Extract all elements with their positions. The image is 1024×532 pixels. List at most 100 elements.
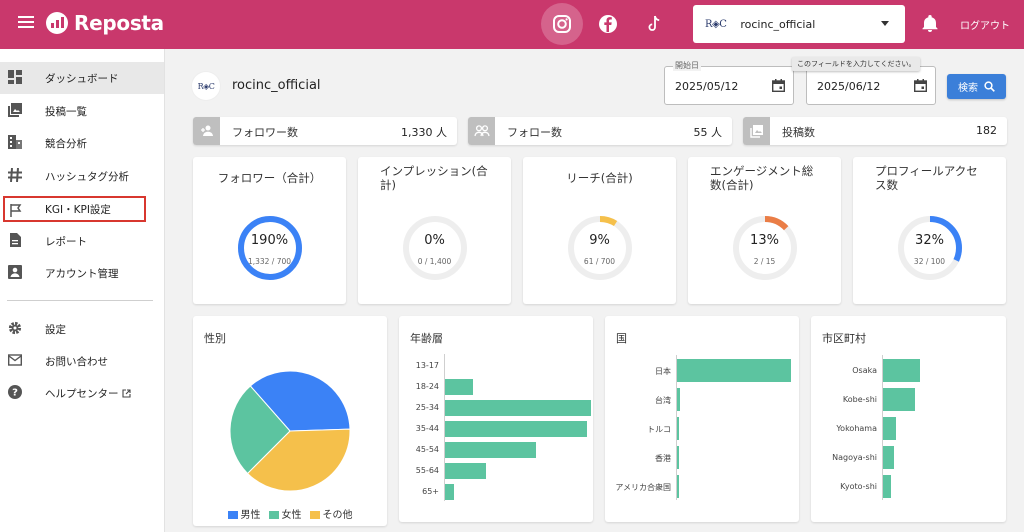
bar-35-44 bbox=[445, 421, 587, 437]
bar-category-label: 55-64 bbox=[415, 466, 439, 475]
followers-icon bbox=[193, 117, 220, 145]
bell-icon[interactable] bbox=[922, 15, 938, 33]
stat-label: フォロー数 bbox=[507, 126, 562, 139]
sidebar-item-kgi-kpi[interactable]: KGI・KPI設定 bbox=[3, 196, 146, 222]
calendar-icon[interactable] bbox=[772, 79, 785, 92]
bar-category-label: 35-44 bbox=[415, 424, 439, 433]
kpi-percent: 0% bbox=[424, 233, 445, 248]
calendar-icon[interactable] bbox=[914, 79, 927, 92]
kpi-ring-progress bbox=[733, 216, 797, 280]
account-select[interactable]: R◈C rocinc_official bbox=[693, 5, 905, 43]
help-icon: ? bbox=[8, 385, 22, 399]
sidebar-item-competitor[interactable]: 競合分析 bbox=[0, 127, 164, 159]
kpi-ratio: 1,332 / 700 bbox=[247, 257, 292, 266]
competitor-icon bbox=[8, 135, 22, 149]
kpi-percent: 13% bbox=[750, 233, 779, 248]
bar-category-label: アメリカ合衆国 bbox=[615, 482, 671, 492]
kpi-ring-progress bbox=[898, 216, 962, 280]
panel-title: 年齢層 bbox=[410, 332, 443, 345]
profile-logo: R◈C bbox=[197, 81, 215, 91]
stat-value: 55 人 bbox=[693, 126, 723, 139]
end-date-field[interactable]: 2025/06/12 bbox=[806, 66, 936, 105]
profile-name: rocinc_official bbox=[232, 78, 321, 93]
legend-label: 男性 bbox=[240, 510, 261, 521]
stat-following: フォロー数 55 人 bbox=[468, 117, 732, 145]
sidebar-item-label: ダッシュボード bbox=[45, 72, 119, 85]
kpi-progress-ring bbox=[403, 216, 467, 280]
bar-category-label: 18-24 bbox=[415, 382, 439, 391]
search-button[interactable]: 検索 bbox=[947, 74, 1006, 99]
bar-18-24 bbox=[445, 379, 473, 395]
sidebar-item-posts[interactable]: 投稿一覧 bbox=[0, 95, 164, 127]
gender-pie-chart bbox=[229, 370, 351, 492]
kpi-card-profile-access: プロフィールアクセス数 32% 32 / 100 bbox=[853, 157, 1006, 304]
bar-アメリカ合衆国 bbox=[677, 475, 679, 498]
stat-value: 1,330 人 bbox=[401, 126, 447, 139]
bar-category-label: Yokohama bbox=[836, 423, 877, 433]
logout-link[interactable]: ログアウト bbox=[960, 21, 1010, 32]
instagram-tab[interactable] bbox=[541, 3, 583, 45]
sidebar-item-help[interactable]: ? ヘルプセンター bbox=[0, 377, 164, 409]
tiktok-tab[interactable] bbox=[633, 3, 675, 45]
account-logo: R◈C bbox=[705, 18, 727, 30]
kpi-card-reach: リーチ(合計) 9% 61 / 700 bbox=[523, 157, 676, 304]
sidebar-item-label: 設定 bbox=[45, 323, 66, 336]
legend-label: その他 bbox=[322, 510, 353, 521]
kpi-ratio: 0 / 1,400 bbox=[417, 257, 452, 266]
instagram-icon bbox=[553, 15, 571, 33]
bar-category-label: トルコ bbox=[647, 424, 671, 434]
hamburger-menu-icon[interactable] bbox=[18, 16, 34, 30]
kpi-ratio: 61 / 700 bbox=[583, 257, 616, 266]
kpi-percent: 9% bbox=[589, 233, 610, 248]
kpi-card-impressions: インプレッション(合計) 0% 0 / 1,400 bbox=[358, 157, 511, 304]
start-date-field[interactable]: 開始日 2025/05/12 bbox=[664, 60, 794, 105]
sidebar-item-account[interactable]: アカウント管理 bbox=[0, 257, 164, 289]
sidebar-item-report[interactable]: レポート bbox=[0, 225, 164, 257]
sidebar-item-label: KGI・KPI設定 bbox=[45, 203, 111, 216]
gear-icon bbox=[8, 321, 22, 335]
city-panel: 市区町村 Osaka Kobe-shi Yokohama Nagoya-shi Kyot… bbox=[811, 316, 1006, 522]
sidebar-item-dashboard[interactable]: ダッシュボード bbox=[0, 62, 164, 94]
sidebar-item-hashtag[interactable]: ハッシュタグ分析 bbox=[0, 160, 164, 192]
sidebar-item-label: ハッシュタグ分析 bbox=[45, 170, 129, 183]
country-panel: 国 日本 台湾 トルコ 香港 アメリカ合衆国 bbox=[605, 316, 799, 522]
sidebar-divider bbox=[7, 300, 153, 301]
sidebar-item-contact[interactable]: お問い合わせ bbox=[0, 345, 164, 377]
account-name: rocinc_official bbox=[740, 17, 816, 31]
flag-icon bbox=[10, 204, 22, 217]
sidebar-item-label: 競合分析 bbox=[45, 137, 87, 150]
start-date-value: 2025/05/12 bbox=[675, 80, 739, 93]
stat-label: フォロワー数 bbox=[232, 126, 298, 139]
pie-legend: 男性 女性 その他 bbox=[193, 506, 387, 521]
hashtag-icon bbox=[8, 168, 22, 182]
bar-55-64 bbox=[445, 463, 486, 479]
kpi-ring-progress bbox=[238, 216, 302, 280]
sidebar-item-label: レポート bbox=[45, 235, 87, 248]
bar-65+ bbox=[445, 484, 454, 500]
panel-title: 国 bbox=[616, 332, 627, 345]
bar-25-34 bbox=[445, 400, 591, 416]
dashboard-icon bbox=[8, 70, 22, 84]
sidebar-item-label: 投稿一覧 bbox=[45, 105, 87, 118]
bar-category-label: Kobe-shi bbox=[842, 394, 877, 404]
panel-title: 性別 bbox=[204, 332, 226, 345]
legend-item-male: 男性 bbox=[227, 506, 261, 521]
stat-label: 投稿数 bbox=[782, 126, 815, 139]
kpi-ring-progress bbox=[568, 216, 632, 280]
bar-Kobe-shi bbox=[883, 388, 916, 411]
bar-category-label: 25-34 bbox=[415, 403, 439, 412]
app-logo[interactable]: Reposta bbox=[46, 11, 164, 35]
kpi-percent: 32% bbox=[915, 233, 944, 248]
bar-axis bbox=[444, 354, 445, 501]
account-icon bbox=[8, 265, 22, 279]
reposta-logo-icon bbox=[46, 12, 68, 34]
kpi-title: フォロワー（合計） bbox=[217, 171, 322, 185]
facebook-tab[interactable] bbox=[587, 3, 629, 45]
bar-台湾 bbox=[677, 388, 681, 411]
bar-category-label: Osaka bbox=[852, 365, 877, 375]
facebook-icon bbox=[599, 15, 617, 33]
sidebar-item-settings[interactable]: 設定 bbox=[0, 313, 164, 345]
kpi-progress-ring bbox=[238, 216, 302, 280]
posts-icon bbox=[8, 103, 22, 117]
bar-Nagoya-shi bbox=[883, 446, 895, 469]
